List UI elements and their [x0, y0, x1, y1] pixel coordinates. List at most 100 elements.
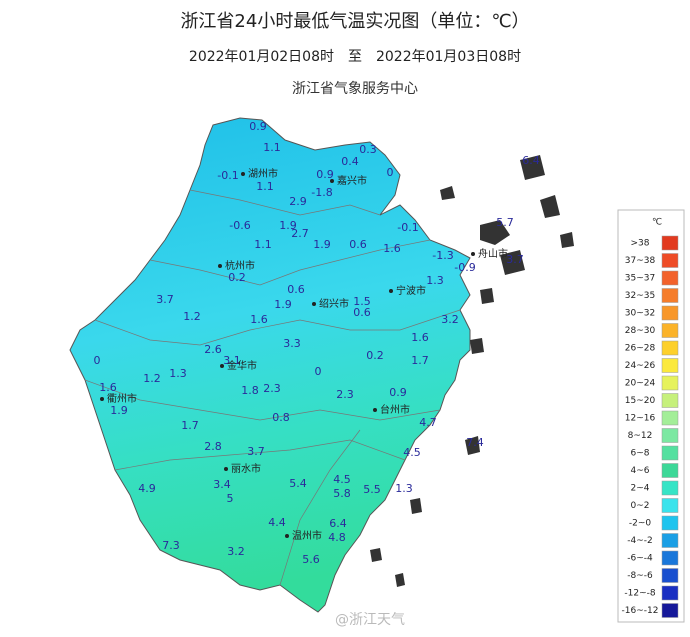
legend-label: >38 — [631, 239, 650, 249]
legend-label: 15~20 — [625, 396, 656, 406]
station-value: 1.9 — [274, 298, 292, 311]
legend-swatch — [661, 393, 679, 408]
station-value: 0.6 — [349, 238, 367, 251]
city-name: 杭州市 — [225, 259, 255, 272]
station-value: -0.6 — [229, 219, 250, 232]
station-value: 7.4 — [466, 436, 484, 449]
legend-swatch — [661, 445, 679, 461]
station-value: 1.2 — [183, 310, 201, 323]
station-value: 0.2 — [366, 349, 384, 362]
city-name: 金华市 — [227, 359, 257, 372]
city-dot — [100, 397, 104, 401]
city-name: 宁波市 — [396, 284, 426, 297]
legend-swatch — [661, 340, 679, 356]
legend-label: 32~35 — [625, 291, 655, 301]
station-value: 3.7 — [156, 293, 174, 306]
legend-swatch — [661, 410, 679, 426]
station-value: 1.9 — [313, 238, 331, 251]
legend-swatch — [661, 498, 679, 513]
legend-swatch — [661, 288, 679, 303]
city-dot — [471, 252, 475, 256]
station-value: 2.3 — [336, 388, 354, 401]
station-value: 5.7 — [496, 216, 514, 229]
city-name: 温州市 — [292, 529, 322, 542]
station-value: 5.4 — [289, 477, 307, 490]
legend-label: 6~8 — [631, 449, 650, 459]
station-value: 1.6 — [411, 331, 429, 344]
city-dot — [285, 534, 289, 538]
source: 浙江省气象服务中心 — [292, 81, 418, 97]
legend-swatch — [661, 585, 679, 601]
station-value: 1.1 — [256, 180, 274, 193]
station-value: -0.1 — [397, 221, 418, 234]
legend-swatch — [661, 463, 679, 478]
station-value: 1.2 — [143, 372, 161, 385]
station-value: 5.6 — [302, 553, 320, 566]
station-value: -0.9 — [454, 261, 475, 274]
station-value: 6.4 — [329, 517, 347, 530]
legend-swatch — [661, 480, 679, 496]
city-name: 湖州市 — [248, 167, 278, 180]
station-value: 0.4 — [341, 155, 359, 168]
city-dot — [389, 289, 393, 293]
station-value: 0.2 — [228, 271, 246, 284]
legend-swatch — [661, 533, 679, 548]
legend-swatch — [661, 235, 679, 251]
station-value: 1.3 — [169, 367, 187, 380]
station-value: 4.4 — [268, 516, 286, 529]
station-value: -1.8 — [311, 186, 332, 199]
legend-label: -4~-2 — [627, 536, 653, 546]
station-value: 4.5 — [333, 473, 351, 486]
boundaries — [84, 189, 461, 586]
station-value: 3.3 — [283, 337, 301, 350]
station-value: 1.7 — [411, 354, 429, 367]
title: 浙江省24小时最低气温实况图（单位：℃） — [180, 11, 529, 32]
station-value: 1.6 — [383, 242, 401, 255]
city-name: 舟山市 — [478, 247, 508, 260]
legend-label: 35~37 — [625, 274, 655, 284]
legend-label: 30~32 — [625, 309, 655, 319]
legend-label: 24~26 — [625, 361, 656, 371]
station-value: 0 — [94, 354, 101, 367]
legend-label: -6~-4 — [627, 554, 653, 564]
city-name: 绍兴市 — [319, 297, 349, 310]
station-value: 2.9 — [289, 195, 307, 208]
legend-swatch — [661, 550, 679, 566]
station-value: 0.6 — [353, 306, 371, 319]
station-value: 1.7 — [181, 419, 199, 432]
legend-label: 26~28 — [625, 344, 656, 354]
station-value: 0.9 — [316, 168, 334, 181]
station-value: 7.3 — [162, 539, 180, 552]
legend-label: 20~24 — [625, 379, 656, 389]
legend-swatch — [661, 428, 679, 443]
city-name: 嘉兴市 — [337, 174, 367, 187]
legend-label: 37~38 — [625, 256, 656, 266]
city-dot — [241, 172, 245, 176]
legend-label: 2~4 — [631, 484, 650, 494]
station-value: -0.1 — [217, 169, 238, 182]
station-value: 2.7 — [291, 227, 309, 240]
legend-label: 4~6 — [631, 466, 650, 476]
station-value: 4.8 — [328, 531, 346, 544]
legend-swatch — [661, 375, 679, 391]
province — [69, 117, 471, 613]
station-value: 2.3 — [263, 382, 281, 395]
period: 2022年01月02日08时 至 2022年01月03日08时 — [189, 49, 521, 65]
city-name: 丽水市 — [231, 462, 261, 475]
station-value: 1.5 — [353, 295, 371, 308]
legend-swatch — [661, 305, 679, 321]
station-value: 1.6 — [99, 381, 117, 394]
legend-label: -12~-8 — [624, 589, 655, 599]
legend-swatch — [661, 253, 679, 268]
city-dot — [373, 408, 377, 412]
station-value: 1.1 — [254, 238, 272, 251]
station-value: 1.1 — [263, 141, 281, 154]
station-value: -1.3 — [432, 249, 453, 262]
city-dot — [220, 364, 224, 368]
station-value: 0.3 — [359, 143, 377, 156]
legend-label: -2~0 — [629, 519, 652, 529]
city-dot — [224, 467, 228, 471]
legend-swatch — [661, 603, 679, 618]
watermark: @浙江天气 — [335, 612, 405, 628]
